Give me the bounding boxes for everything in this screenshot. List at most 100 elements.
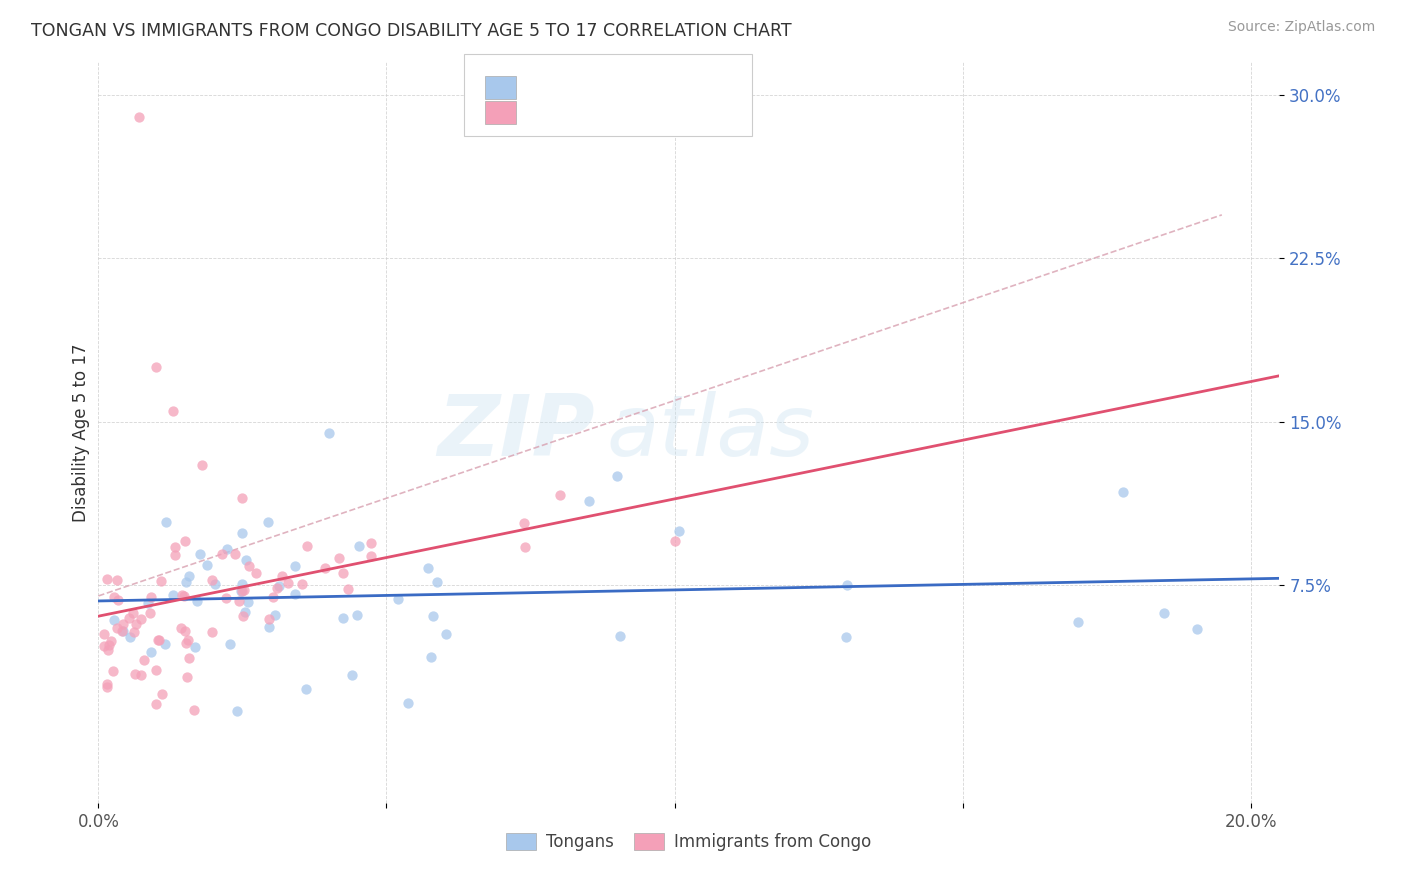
Text: TONGAN VS IMMIGRANTS FROM CONGO DISABILITY AGE 5 TO 17 CORRELATION CHART: TONGAN VS IMMIGRANTS FROM CONGO DISABILI… xyxy=(31,22,792,40)
Text: 0.234: 0.234 xyxy=(572,104,627,122)
Point xyxy=(145,360,167,375)
Point xyxy=(153,637,176,651)
Point xyxy=(100,634,122,648)
Point xyxy=(163,540,186,554)
Point xyxy=(204,577,226,591)
Point xyxy=(231,525,253,540)
Point xyxy=(174,574,197,589)
Point xyxy=(139,645,162,659)
Point xyxy=(96,680,118,694)
Point xyxy=(97,643,120,657)
Point xyxy=(416,561,439,575)
Point xyxy=(318,425,340,440)
Point xyxy=(295,539,318,553)
Point xyxy=(118,611,141,625)
Point xyxy=(124,667,146,681)
Point xyxy=(835,630,858,644)
Point xyxy=(191,458,214,473)
Point xyxy=(201,624,224,639)
Point xyxy=(231,577,253,591)
Point xyxy=(211,548,233,562)
Point xyxy=(170,588,193,602)
Point xyxy=(284,558,307,573)
Point xyxy=(141,591,163,605)
Point xyxy=(162,404,184,418)
Point xyxy=(148,632,170,647)
Point xyxy=(1153,607,1175,621)
Point xyxy=(217,542,239,557)
Point xyxy=(139,606,162,620)
Point xyxy=(186,593,208,607)
Point xyxy=(145,663,167,677)
Point xyxy=(284,587,307,601)
Point xyxy=(173,624,195,638)
Point xyxy=(578,494,600,508)
Text: N =: N = xyxy=(637,79,686,97)
Point xyxy=(259,619,281,633)
Point xyxy=(336,582,359,597)
Text: 53: 53 xyxy=(693,79,717,97)
Point xyxy=(155,515,177,529)
Point xyxy=(235,553,257,567)
Point xyxy=(332,566,354,581)
Text: N =: N = xyxy=(637,104,686,122)
Point xyxy=(138,596,160,610)
Point xyxy=(150,687,173,701)
Point xyxy=(163,548,186,562)
Point xyxy=(125,617,148,632)
Text: 76: 76 xyxy=(693,104,717,122)
Point xyxy=(513,540,536,554)
Point xyxy=(346,607,368,622)
Point xyxy=(176,670,198,684)
Point xyxy=(236,595,259,609)
Point xyxy=(215,591,238,606)
Point xyxy=(513,516,536,530)
Point xyxy=(120,630,142,644)
Point xyxy=(96,572,118,586)
Point xyxy=(426,575,449,590)
Point xyxy=(257,612,280,626)
Point xyxy=(262,590,284,604)
Point xyxy=(1185,622,1208,636)
Point xyxy=(219,636,242,650)
Point xyxy=(263,608,285,623)
Point xyxy=(233,605,256,619)
Point xyxy=(238,558,260,573)
Point xyxy=(224,547,246,561)
Point xyxy=(177,650,200,665)
Point xyxy=(149,574,172,589)
Point xyxy=(226,704,249,718)
Point xyxy=(103,613,125,627)
Point xyxy=(349,539,371,553)
Point xyxy=(1112,485,1135,500)
Point xyxy=(231,584,253,599)
Point xyxy=(267,579,290,593)
Point xyxy=(387,592,409,607)
Point xyxy=(93,639,115,653)
Text: R =: R = xyxy=(527,104,565,122)
Point xyxy=(609,629,631,643)
Point xyxy=(183,704,205,718)
Point xyxy=(132,652,155,666)
Point xyxy=(360,536,382,550)
Point xyxy=(548,488,571,502)
Text: atlas: atlas xyxy=(606,391,814,475)
Text: Source: ZipAtlas.com: Source: ZipAtlas.com xyxy=(1227,20,1375,34)
Point xyxy=(1067,615,1090,629)
Point xyxy=(173,590,195,604)
Point xyxy=(257,515,280,529)
Point xyxy=(232,609,254,624)
Point xyxy=(328,550,350,565)
Point xyxy=(664,534,686,549)
Point xyxy=(174,636,197,650)
Point xyxy=(606,469,628,483)
Point xyxy=(277,575,299,590)
Point xyxy=(232,583,254,598)
Point xyxy=(122,606,145,620)
Point xyxy=(111,617,134,632)
Point xyxy=(668,524,690,538)
Point xyxy=(107,593,129,607)
Point xyxy=(105,621,128,635)
Point xyxy=(177,632,200,647)
Point xyxy=(228,594,250,608)
